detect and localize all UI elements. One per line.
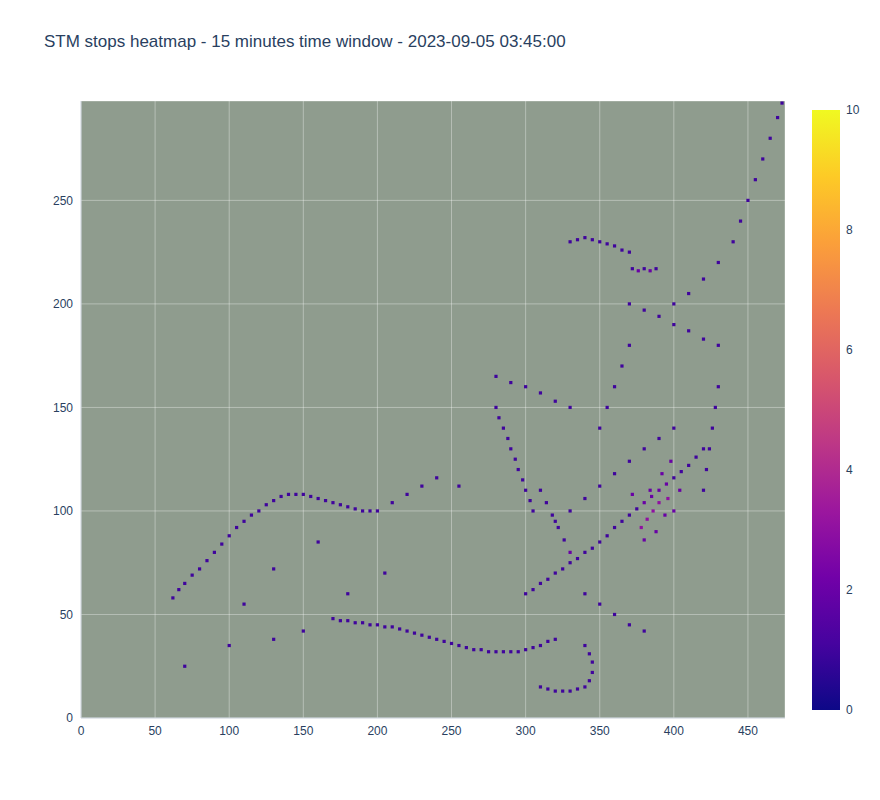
- svg-text:450: 450: [738, 724, 758, 738]
- svg-text:200: 200: [367, 724, 387, 738]
- svg-text:0: 0: [78, 724, 85, 738]
- svg-text:100: 100: [53, 504, 73, 518]
- svg-text:50: 50: [60, 608, 74, 622]
- svg-text:0: 0: [66, 711, 73, 725]
- svg-text:2: 2: [846, 583, 853, 597]
- svg-text:4: 4: [846, 463, 853, 477]
- svg-text:350: 350: [590, 724, 610, 738]
- svg-text:10: 10: [846, 103, 860, 117]
- svg-text:50: 50: [148, 724, 162, 738]
- svg-text:8: 8: [846, 223, 853, 237]
- svg-text:150: 150: [53, 401, 73, 415]
- svg-text:300: 300: [516, 724, 536, 738]
- svg-text:200: 200: [53, 297, 73, 311]
- svg-text:250: 250: [442, 724, 462, 738]
- svg-text:0: 0: [846, 703, 853, 717]
- html-text:STM stops heatmap - 15 minutes: STM stops heatmap - 15 minutes time wind…: [44, 32, 566, 51]
- svg-text:100: 100: [219, 724, 239, 738]
- svg-text:6: 6: [846, 343, 853, 357]
- svg-text:250: 250: [53, 194, 73, 208]
- svg-text:150: 150: [293, 724, 313, 738]
- svg-text:400: 400: [664, 724, 684, 738]
